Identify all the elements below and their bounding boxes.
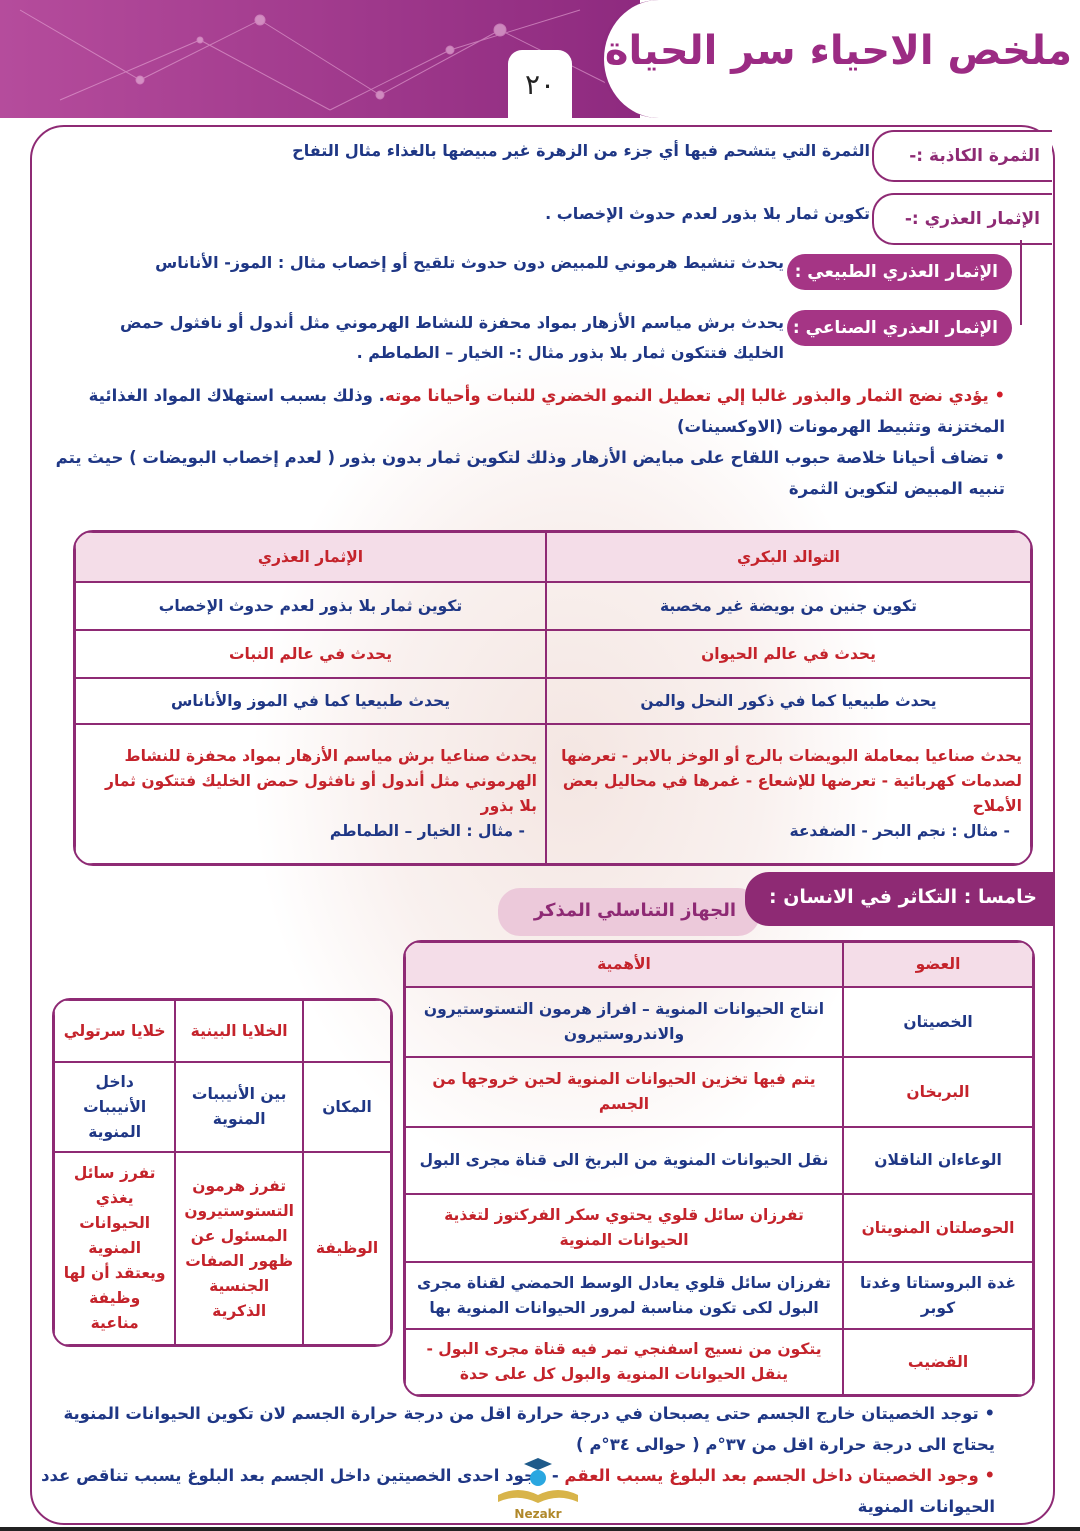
bullet-red-text: وجود الخصيتان داخل الجسم بعد البلوغ يسبب… (564, 1466, 979, 1485)
bullet-item: • وجود الخصيتان داخل الجسم بعد البلوغ يس… (41, 1466, 995, 1516)
table-row: يحدث في عالم الحيوان يحدث في عالم النبات (75, 630, 1031, 678)
table-row: القضيب يتكون من نسيج اسفنجي تمر فيه قناة … (405, 1329, 1033, 1395)
definition-label: الإثمار العذري :- (872, 193, 1052, 245)
table-cell: الوعاءان الناقلان (843, 1127, 1033, 1194)
table-cell: تفرز هرمون التستوستيرون المسئول عن ظهور … (175, 1152, 303, 1345)
table-cell: تكوين ثمار بلا بذور لعدم حدوث الإخصاب (75, 582, 546, 630)
bullet-text: تضاف أحيانا خلاصة حبوب اللقاح على مبايض … (55, 448, 1005, 498)
table-row: الخصيتان انتاج الحيوانات المنوية – افراز … (405, 987, 1033, 1057)
column-header: العضو (843, 942, 1033, 987)
table-cell: يحدث صناعيا بمعاملة البويضات بالرج أو ال… (546, 724, 1031, 864)
table-cell: يحدث طبيعيا كما في الموز والأناناس (75, 678, 546, 724)
table-row: تكوين جنين من بويضة غير مخصبة تكوين ثمار … (75, 582, 1031, 630)
table-row: الوظيفة تفرز هرمون التستوستيرون المسئول ع… (54, 1152, 391, 1345)
table-cell: تفرزان سائل قلوي يعادل الوسط الحمضي لقنا… (405, 1262, 843, 1329)
table-cell: تفرز سائل يغذي الحيوانات المنوية ويعتقد … (54, 1152, 176, 1345)
definition-text: تكوين ثمار بلا بذور لعدم حدوث الإخصاب . (545, 204, 870, 223)
cell-example: - مثال : الخيار – الطماطم (329, 822, 525, 840)
table-row: الوعاءان الناقلان نقل الحيوانات المنوية م… (405, 1127, 1033, 1194)
definition-text: يحدث برش مياسم الأزهار بمواد محفزة للنشا… (119, 313, 784, 362)
definition-label: الثمرة الكاذبة :- (872, 130, 1052, 182)
bullet-item: • توجد الخصيتان خارج الجسم حتى يصبحان في… (63, 1404, 995, 1454)
table-row: يحدث صناعيا بمعاملة البويضات بالرج أو ال… (75, 724, 1031, 864)
table-cell: انتاج الحيوانات المنوية – افراز هرمون ال… (405, 987, 843, 1057)
column-header: الإثمار العذري (75, 532, 546, 582)
comparison-table: التوالد البكري الإثمار العذري تكوين جنين … (73, 530, 1033, 866)
bottom-bar (0, 1527, 1080, 1531)
table-row: غدة البروستاتا وغدتا كوبر تفرزان سائل قلو… (405, 1262, 1033, 1329)
definition-label: الإثمار العذري الطبيعي : (787, 254, 1012, 290)
title-area: ملخص الاحياء سر الحياة (600, 0, 1080, 118)
definition-label: الإثمار العذري الصناعي : (787, 310, 1012, 346)
column-header: الأهمية (405, 942, 843, 987)
table-cell: يتكون من نسيج اسفنجي تمر فيه قناة مجرى ا… (405, 1329, 843, 1395)
cell-example: - مثال : نجم البحر - الضفدعة (789, 822, 1010, 840)
page-title: ملخص الاحياء سر الحياة (604, 28, 1072, 74)
table-cell: تفرزان سائل قلوي يحتوي سكر الفركتوز لتغذ… (405, 1194, 843, 1262)
column-header: خلايا سرتولي (54, 1000, 176, 1062)
definition-text: الثمرة التي يتشحم فيها أي جزء من الزهرة … (292, 141, 870, 160)
table-cell: الخصيتان (843, 987, 1033, 1057)
bullet-item: • يؤدي نضج الثمار والبذور غالبا إلي تعطي… (88, 386, 1005, 436)
bullet-blue-text: . وذلك بسبب استهلاك المواد الغذائية المخ… (88, 386, 1005, 436)
cell-text: يحدث صناعيا برش مياسم الأزهار بمواد محفز… (105, 747, 537, 815)
column-header: الخلايا البينية (175, 1000, 303, 1062)
table-cell: يحدث في عالم الحيوان (546, 630, 1031, 678)
table-cell: يتم فيها تخزين الحيوانات المنوية لحين خر… (405, 1057, 843, 1127)
bullet-blue-text: - وجود احدى الخصيتين داخل الجسم بعد البل… (41, 1466, 995, 1516)
page-header: ملخص الاحياء سر الحياة ٢٠ (0, 0, 1080, 118)
table-cell: بين الأنيببات المنوية (175, 1062, 303, 1152)
connector-line (1020, 240, 1022, 325)
table-row: يحدث طبيعيا كما في ذكور النحل والمن يحدث … (75, 678, 1031, 724)
organs-table: العضو الأهمية الخصيتان انتاج الحيوانات الم… (403, 940, 1035, 1397)
bullet-item: • تضاف أحيانا خلاصة حبوب اللقاح على مباي… (55, 448, 1005, 498)
table-cell: يحدث صناعيا برش مياسم الأزهار بمواد محفز… (75, 724, 546, 864)
bullet-red-text: يؤدي نضج الثمار والبذور غالبا إلي تعطيل … (384, 386, 989, 405)
table-cell: تكوين جنين من بويضة غير مخصبة (546, 582, 1031, 630)
table-cell: القضيب (843, 1329, 1033, 1395)
page-number: ٢٠ (508, 50, 572, 118)
table-cell: نقل الحيوانات المنوية من البربخ الى قناة… (405, 1127, 843, 1194)
column-header: التوالد البكري (546, 532, 1031, 582)
section-heading: خامسا : التكاثر في الانسان : (745, 872, 1055, 926)
cell-text: يحدث صناعيا بمعاملة البويضات بالرج أو ال… (561, 747, 1022, 815)
book-graduate-icon: Nezakr (498, 1458, 578, 1521)
svg-text:Nezakr: Nezakr (514, 1507, 561, 1521)
table-cell: يحدث طبيعيا كما في ذكور النحل والمن (546, 678, 1031, 724)
bullet-text: توجد الخصيتان خارج الجسم حتى يصبحان في د… (63, 1404, 995, 1454)
table-row: البربخان يتم فيها تخزين الحيوانات المنوية… (405, 1057, 1033, 1127)
row-header: الوظيفة (303, 1152, 391, 1345)
nezakr-logo: Nezakr (488, 1450, 588, 1522)
table-row: المكان بين الأنيببات المنوية داخل الأنيببا… (54, 1062, 391, 1152)
definition-text: يحدث تنشيط هرموني للمبيض دون حدوث تلقيح … (155, 253, 784, 272)
content-frame (30, 125, 1055, 1525)
network-pattern-icon (19, 9, 621, 111)
table-cell: غدة البروستاتا وغدتا كوبر (843, 1262, 1033, 1329)
table-cell: البربخان (843, 1057, 1033, 1127)
table-cell: الحوصلتان المنويتان (843, 1194, 1033, 1262)
subsection-heading: الجهاز التناسلي المذكر (498, 888, 760, 936)
cells-table: الخلايا البينية خلايا سرتولي المكان بين ال… (52, 998, 393, 1347)
corner-cell (303, 1000, 391, 1062)
table-row: الحوصلتان المنويتان تفرزان سائل قلوي يحتو… (405, 1194, 1033, 1262)
table-cell: يحدث في عالم النبات (75, 630, 546, 678)
row-header: المكان (303, 1062, 391, 1152)
table-cell: داخل الأنيببات المنوية (54, 1062, 176, 1152)
